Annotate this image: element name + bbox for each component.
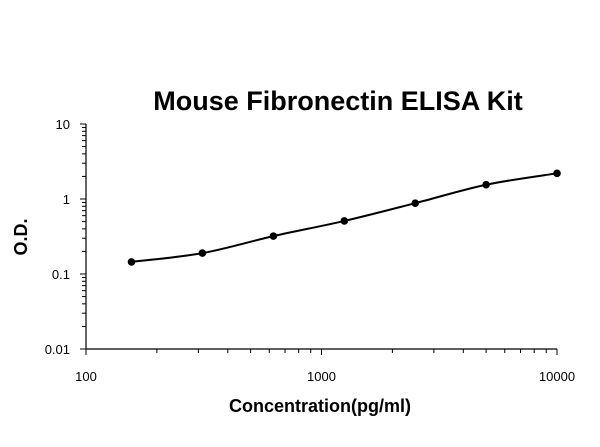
x-tick-label: 1000: [307, 369, 336, 384]
y-tick-label: 1: [63, 192, 70, 207]
data-point: [127, 258, 136, 266]
data-point: [482, 180, 490, 189]
axes: [85, 124, 557, 350]
y-tick-label: 0.1: [52, 267, 70, 282]
y-axis-label: O.D.: [11, 218, 31, 255]
y-tick-label: 10: [56, 117, 70, 132]
y-tick-label: 0.01: [45, 342, 70, 357]
x-axis-label: Concentration(pg/ml): [229, 396, 411, 416]
x-tick-label: 10000: [539, 369, 575, 384]
chart-title: Mouse Fibronectin ELISA Kit: [153, 86, 523, 116]
tick-marks: [80, 123, 558, 355]
tick-labels: 100 1000 10000 0.01 0.1 1 10: [45, 117, 575, 384]
data-point: [198, 249, 207, 257]
x-tick-label: 100: [75, 369, 97, 384]
data-point: [340, 217, 349, 225]
data-point: [269, 232, 278, 240]
data-points: [127, 169, 561, 266]
data-point: [553, 169, 561, 178]
data-point: [411, 199, 420, 207]
